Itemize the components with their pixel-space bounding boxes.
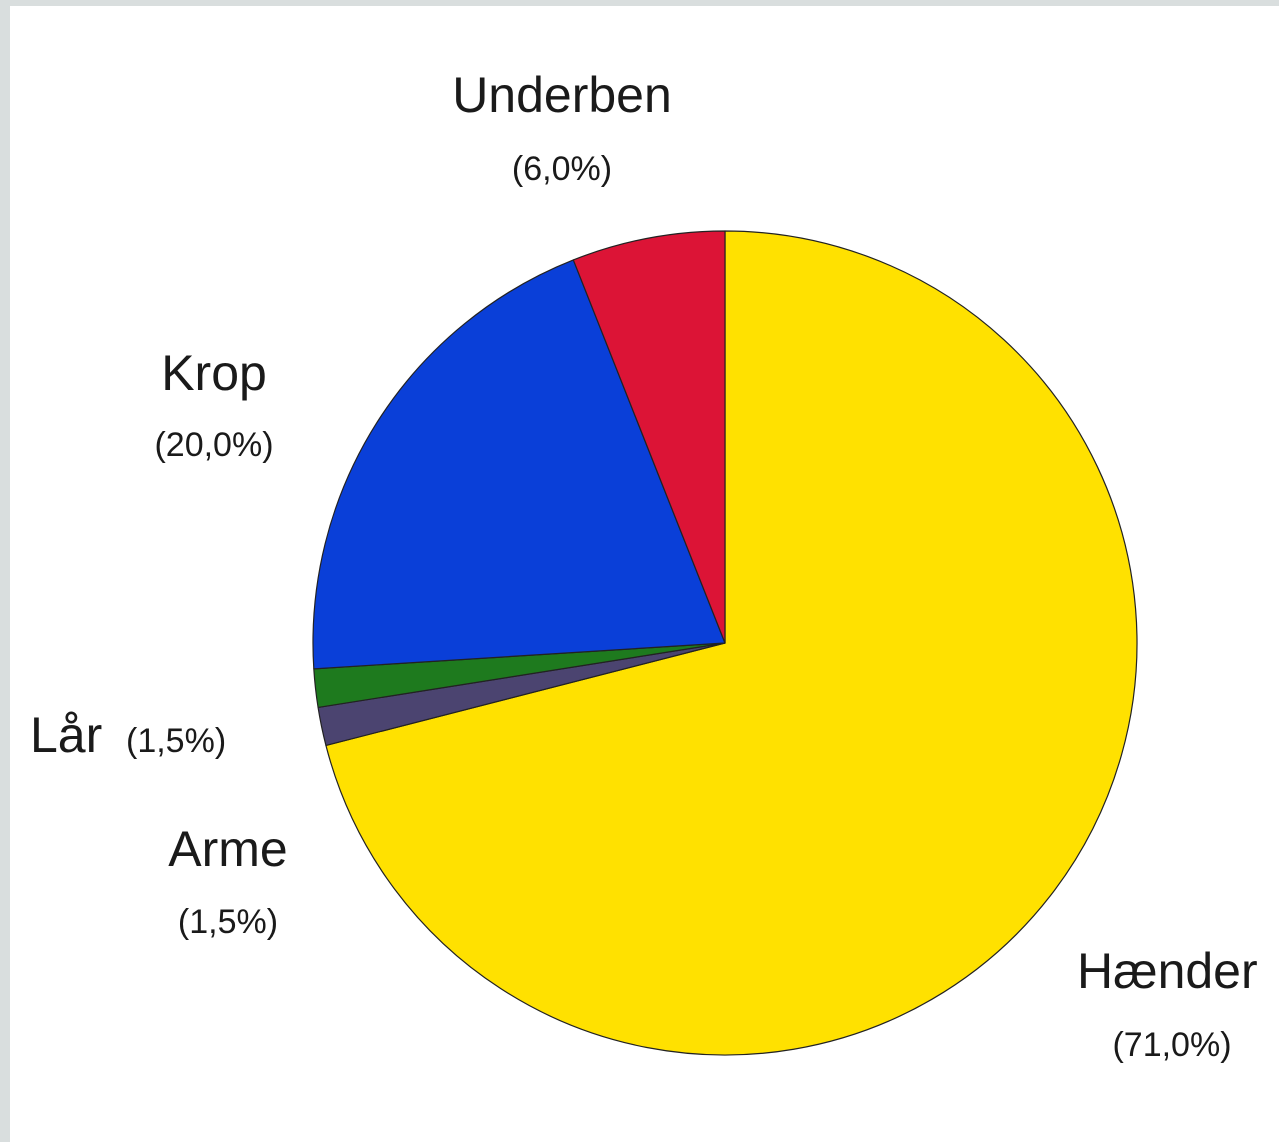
slice-label-laar: Lår: [30, 707, 102, 763]
slice-value-underben: (6,0%): [512, 150, 612, 188]
slice-value-laar: (1,5%): [126, 722, 226, 760]
slice-value-krop: (20,0%): [154, 426, 273, 464]
slice-label-krop: Krop: [161, 345, 267, 401]
pie-slice-underben: [572, 230, 726, 644]
slice-label-underben: Underben: [452, 67, 672, 123]
slice-value-arme: (1,5%): [178, 903, 278, 941]
slice-value-haender: (71,0%): [1112, 1026, 1231, 1064]
slice-label-haender: Hænder: [1077, 943, 1258, 999]
pie-slice-krop: [312, 259, 726, 670]
pie-slices: [312, 230, 1138, 1056]
slice-label-arme: Arme: [168, 821, 287, 877]
pie-slice-haender: [325, 230, 1138, 1056]
